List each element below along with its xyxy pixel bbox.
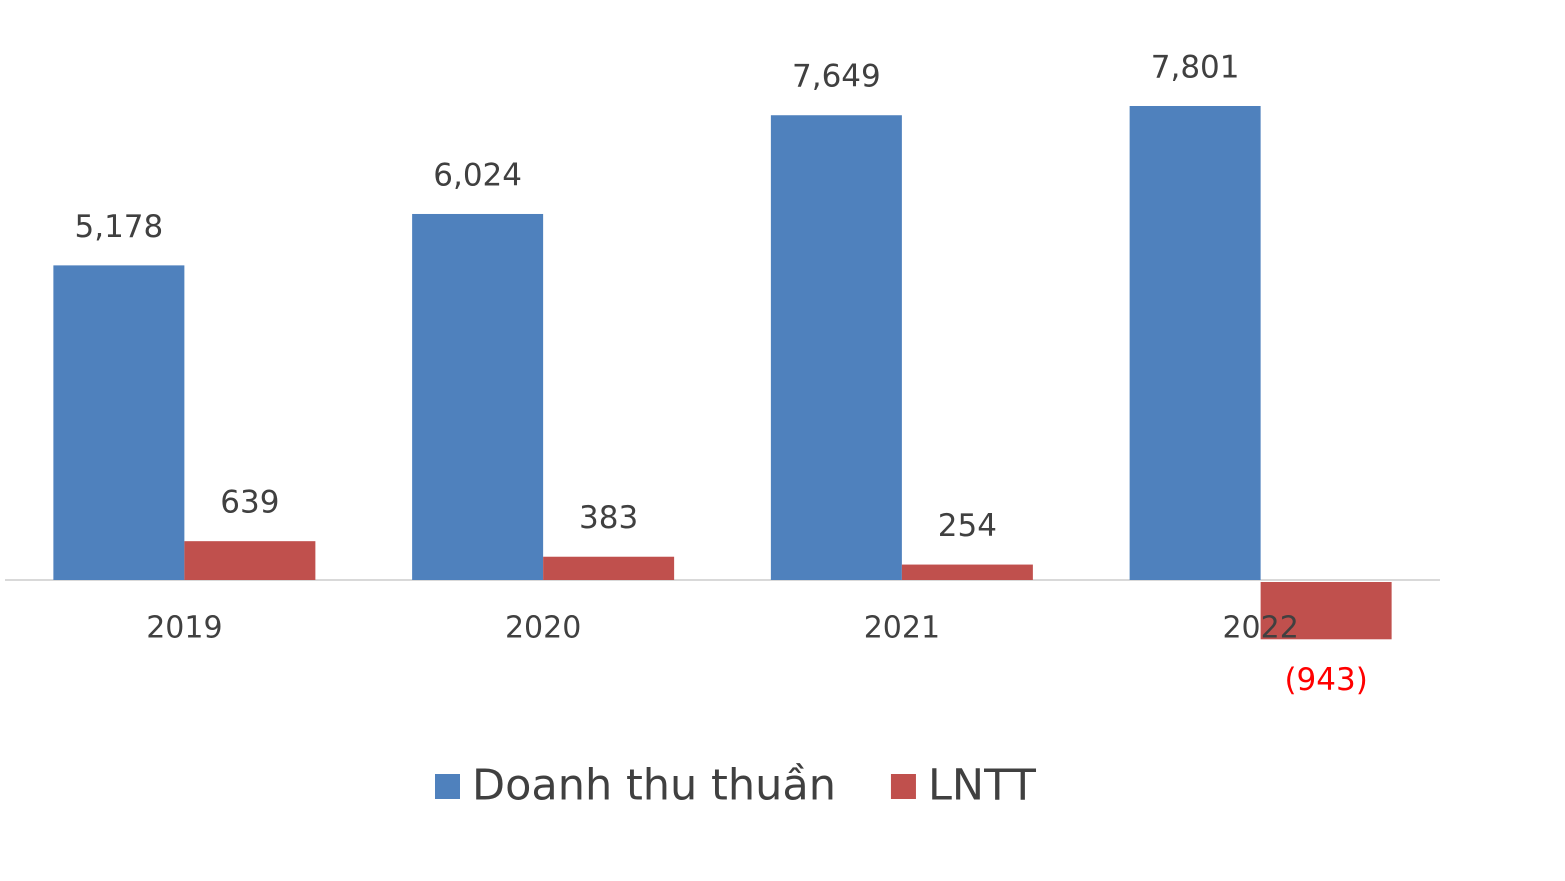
bar bbox=[184, 541, 316, 580]
x-tick-label: 2020 bbox=[505, 611, 581, 646]
value-label: 7,801 bbox=[1151, 50, 1240, 86]
bar bbox=[543, 556, 675, 580]
value-label: 639 bbox=[220, 485, 279, 521]
x-tick-label: 2021 bbox=[864, 611, 940, 646]
bar bbox=[1129, 106, 1261, 580]
value-label: 5,178 bbox=[75, 209, 164, 245]
bar bbox=[901, 564, 1033, 580]
legend-swatch bbox=[890, 774, 916, 799]
value-label: (943) bbox=[1284, 662, 1367, 698]
legend-label: LNTT bbox=[928, 761, 1037, 811]
value-label: 254 bbox=[938, 508, 997, 544]
x-tick-label: 2022 bbox=[1222, 611, 1298, 646]
legend-swatch bbox=[435, 774, 460, 799]
value-label: 383 bbox=[579, 500, 638, 536]
bar bbox=[770, 115, 902, 580]
bar bbox=[412, 213, 544, 580]
value-label: 6,024 bbox=[433, 157, 522, 193]
value-label: 7,649 bbox=[792, 59, 881, 95]
bar bbox=[53, 265, 185, 580]
legend-label: Doanh thu thuần bbox=[472, 761, 836, 811]
bar bbox=[1260, 582, 1392, 640]
x-tick-label: 2019 bbox=[146, 611, 222, 646]
